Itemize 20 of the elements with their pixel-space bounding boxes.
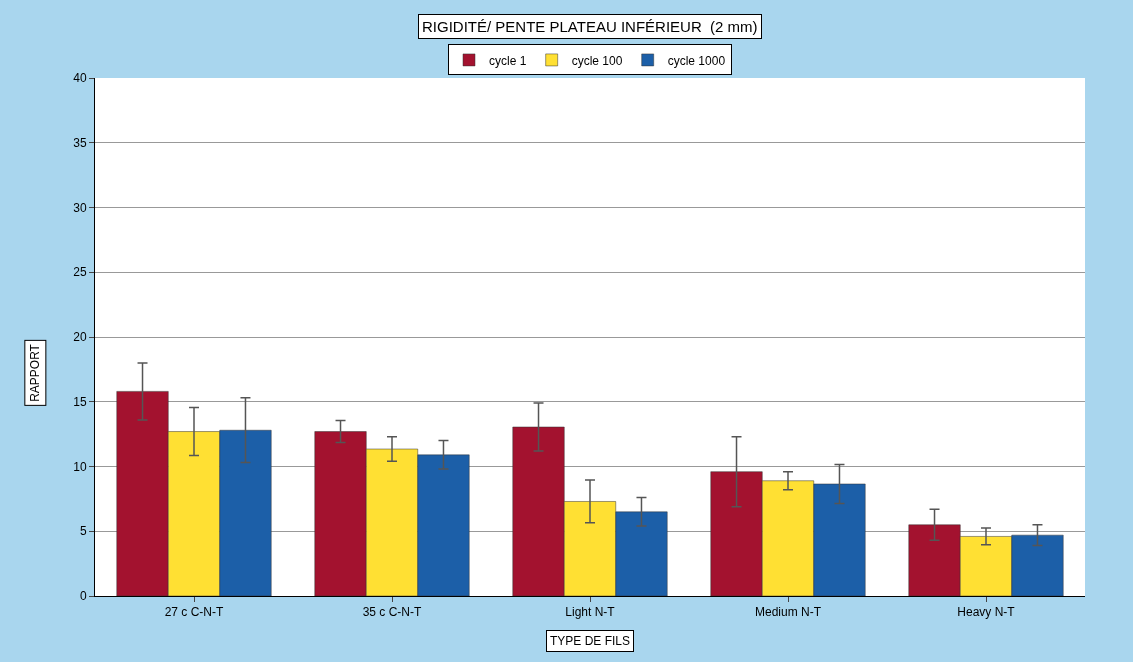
x-tick-label: Medium N-T — [754, 605, 822, 620]
legend-label: cycle 1 — [489, 53, 527, 68]
y-tick-label: 15 — [73, 394, 87, 409]
legend-label: cycle 1000 — [667, 53, 726, 68]
x-tick-label: Heavy N-T — [957, 605, 1016, 620]
x-tick-label: Light N-T — [565, 605, 616, 620]
y-tick-label: 10 — [73, 459, 87, 474]
y-tick-label: 25 — [73, 265, 87, 280]
y-tick-label: 40 — [73, 71, 87, 86]
y-tick-label: 30 — [73, 200, 87, 215]
x-axis-title: TYPE DE FILS — [550, 634, 631, 648]
chart-title: RIGIDITÉ/ PENTE PLATEAU INFÉRIEUR (2 mm) — [422, 18, 758, 35]
x-tick-label: 27 c C-N-T — [164, 605, 224, 620]
y-tick-label: 20 — [73, 330, 87, 345]
x-tick-label: 35 c C-N-T — [362, 605, 422, 620]
y-axis-title: RAPPORT — [28, 343, 43, 402]
y-tick-label: 5 — [79, 524, 87, 539]
y-tick-label: 35 — [73, 135, 87, 150]
y-tick-label: 0 — [79, 589, 87, 604]
legend-label: cycle 100 — [571, 53, 623, 68]
